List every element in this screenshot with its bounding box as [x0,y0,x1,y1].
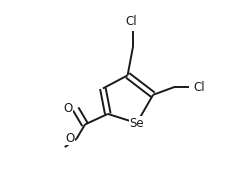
Text: O: O [63,102,72,115]
Text: Se: Se [129,117,144,130]
Text: Cl: Cl [193,81,205,94]
Text: O: O [65,132,75,145]
Text: Cl: Cl [126,15,137,28]
